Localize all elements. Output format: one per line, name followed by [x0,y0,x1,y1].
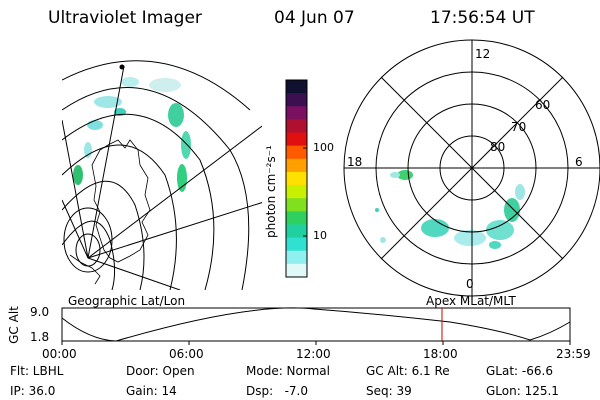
colorbar [286,80,307,278]
colorbar-segment [286,224,307,239]
colorbar-segment [286,250,307,265]
colorbar-segment [286,211,307,225]
mlt-label-18: 18 [347,155,363,169]
timeline-y-tick-high: 9.0 [30,305,50,319]
mlat-label-80: 80 [490,140,506,154]
mlat-label-70: 70 [511,120,527,134]
geographic-caption: Geographic Lat/Lon [68,294,186,308]
date-label: 04 Jun 07 [274,8,355,28]
gain-info: Gain: 14 [126,384,177,398]
seq-info: Seq: 39 [366,384,412,398]
timeline-axis-label: GC Alt [7,306,21,344]
apex-caption: Apex MLat/MLT [426,294,516,308]
colorbar-segment [286,158,307,173]
timeline-x-tick-1200: 12:00 [296,347,331,361]
colorbar-segment [286,198,307,212]
colorbar-segment [286,263,307,278]
colorbar-tick-100: 100 [313,141,334,154]
gc-alt-info: GC Alt: 6.1 Re [366,364,450,378]
colorbar-segment [286,119,307,134]
mlt-label-6: 6 [575,155,583,169]
mlt-label-12: 12 [475,47,491,61]
timeline-x-tick-0000: 00:00 [42,347,77,361]
aurora-emission-left [73,77,191,192]
colorbar-segment [286,132,307,147]
ip-info: IP: 36.0 [10,384,56,398]
colorbar-segment [286,171,307,186]
mlt-label-0: 0 [466,277,474,291]
colorbar-segment [286,93,307,107]
colorbar-unit-label: photon cm⁻²s⁻¹ [264,145,278,238]
glat-info: GLat: -66.6 [486,364,553,378]
colorbar-tick-10: 10 [313,229,327,242]
timeline-plot [61,307,571,345]
subsatellite-dot [119,64,125,70]
dsp-info: Dsp: -7.0 [246,384,309,398]
time-label: 17:56:54 UT [430,8,535,28]
timeline-x-tick-1800: 18:00 [423,347,458,361]
colorbar-segment [286,80,307,94]
filter-info: Flt: LBHL [10,364,64,378]
colorbar-segment [286,145,307,160]
timeline-y-tick-low: 1.8 [30,330,50,344]
colorbar-frame [285,79,308,278]
colorbar-segment [286,185,307,199]
timeline-x-tick-2359: 23:59 [556,347,591,361]
colorbar-segment [286,237,307,252]
mlat-label-60: 60 [535,98,551,112]
glon-info: GLon: 125.1 [486,384,559,398]
geographic-map [62,60,262,290]
colorbar-ticks [303,147,307,237]
mode-info: Mode: Normal [246,364,330,378]
polar-plot [343,39,600,297]
door-info: Door: Open [126,364,195,378]
colorbar-segment [286,106,307,120]
aurora-emission-polar [375,170,525,249]
instrument-title: Ultraviolet Imager [48,8,202,28]
timeline-x-tick-0600: 06:00 [169,347,204,361]
